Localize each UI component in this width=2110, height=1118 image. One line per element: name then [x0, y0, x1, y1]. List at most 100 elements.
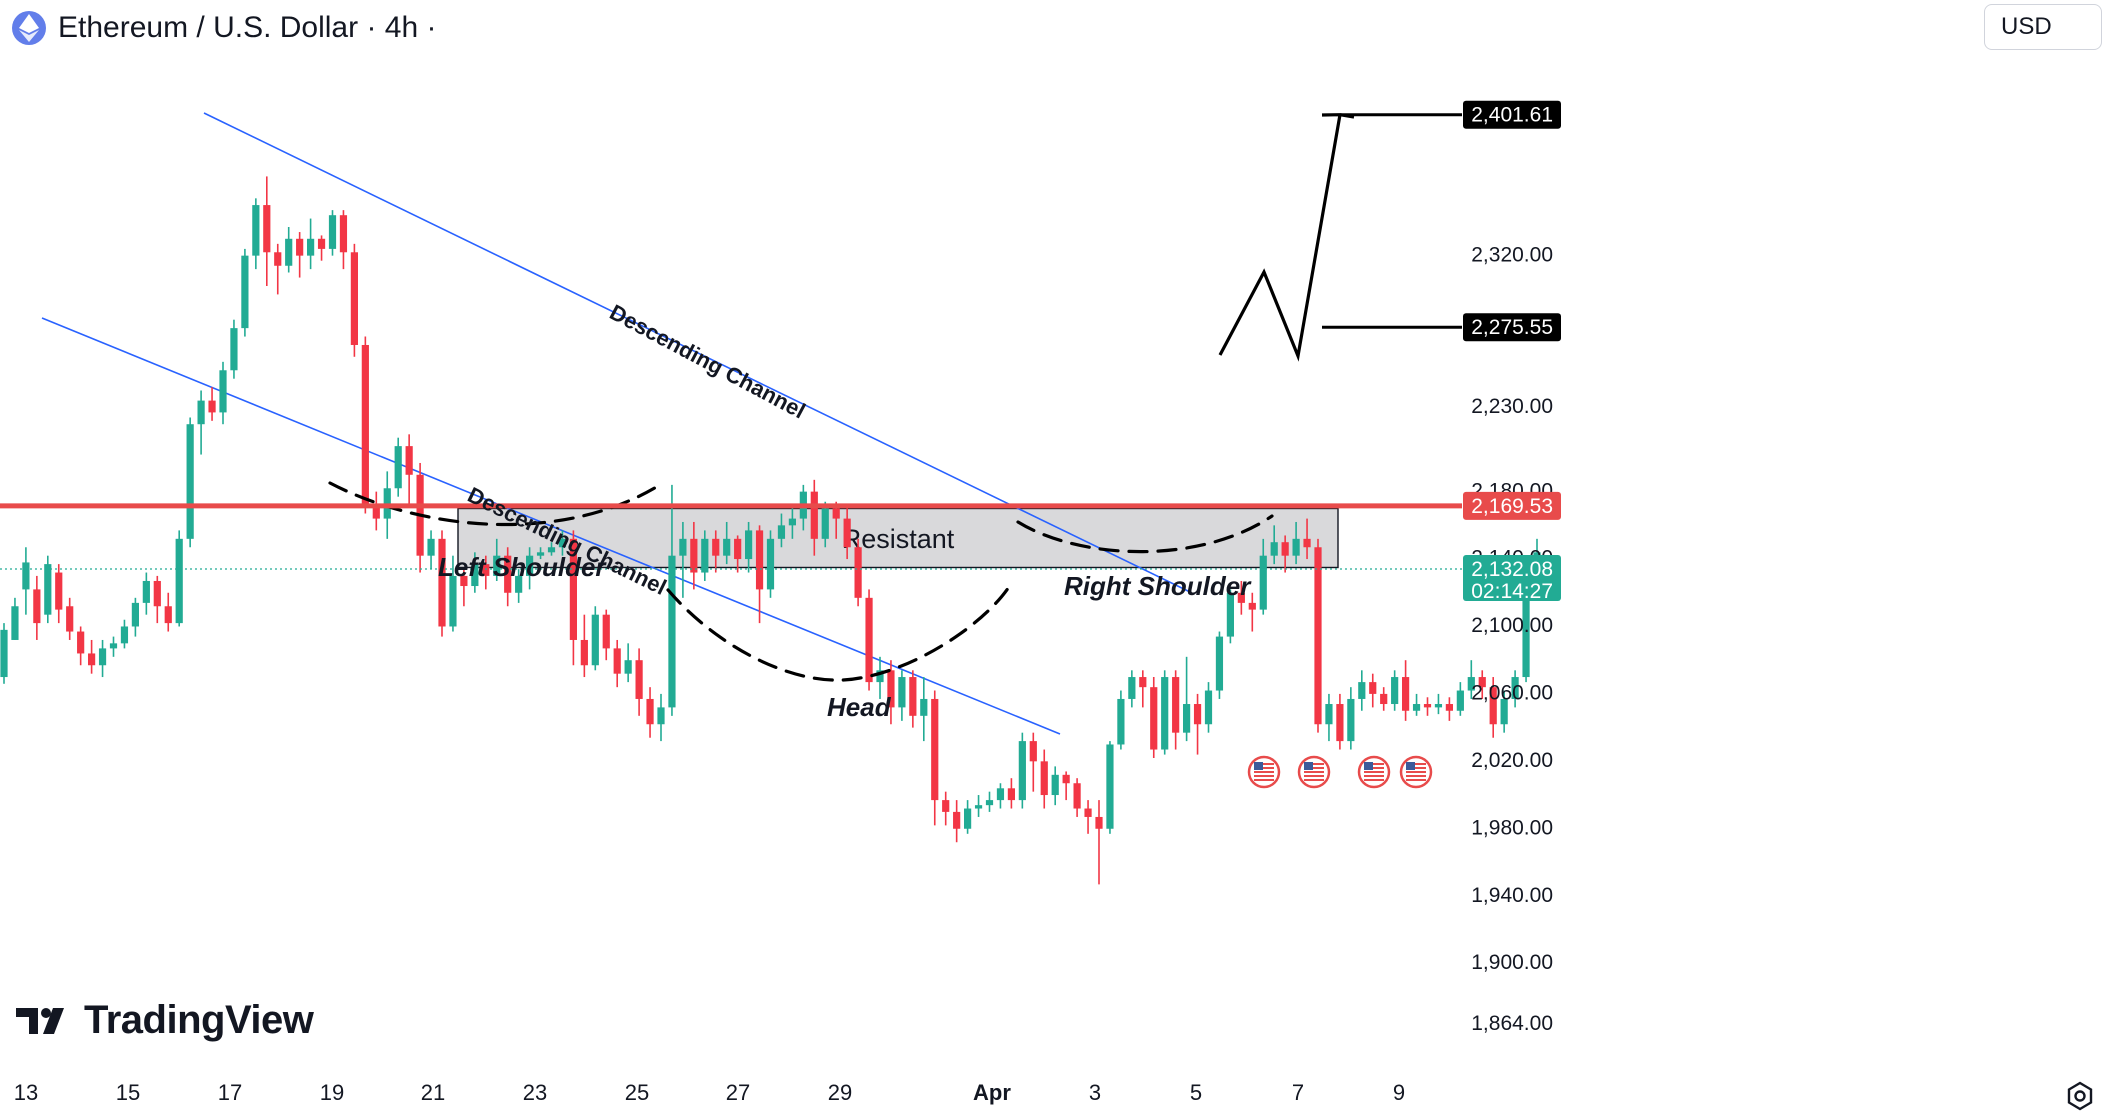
candle-body — [11, 606, 19, 640]
candle-body — [569, 538, 577, 640]
candle-body — [558, 538, 567, 548]
resistance-badge-text: 2,169.53 — [1471, 495, 1553, 518]
candle-body — [536, 552, 545, 556]
candle — [996, 783, 1005, 809]
candle-body — [1183, 704, 1191, 733]
candle-body — [1314, 547, 1322, 725]
candle — [22, 547, 30, 615]
candle — [1314, 538, 1322, 733]
candle-body — [1325, 704, 1333, 725]
candle — [317, 235, 326, 261]
candle-body — [996, 788, 1005, 801]
x-axis-tick: 23 — [523, 1080, 547, 1105]
us-flag-icon[interactable] — [1247, 755, 1281, 789]
candle — [438, 530, 446, 637]
candle-body — [1248, 602, 1256, 610]
candle — [252, 198, 260, 270]
us-flag-icon[interactable] — [1357, 755, 1391, 789]
candle-body — [1051, 774, 1059, 796]
candle — [1402, 660, 1410, 721]
candle — [1358, 670, 1366, 711]
candle-body — [821, 508, 829, 539]
candle — [1325, 693, 1333, 742]
candle — [1511, 670, 1519, 708]
candle-body — [482, 564, 490, 576]
candle-body — [504, 555, 512, 593]
candle-body — [197, 400, 205, 425]
candle — [88, 639, 96, 674]
candle-body — [1347, 698, 1355, 742]
candle — [876, 656, 884, 699]
candle — [1412, 693, 1421, 716]
head-arc — [666, 580, 1014, 682]
candle — [657, 693, 665, 742]
candle-body — [1193, 704, 1202, 725]
candle — [558, 530, 567, 556]
candle-body — [1369, 682, 1377, 694]
currency-selector[interactable]: USD — [1984, 4, 2102, 50]
candle — [1292, 521, 1300, 565]
candle — [449, 555, 457, 632]
candle-body — [164, 606, 172, 624]
y-axis-tick: 2,230.00 — [1471, 395, 1553, 418]
candle-body — [898, 677, 906, 708]
candle-body — [1204, 690, 1213, 725]
candle-body — [175, 538, 183, 624]
candle — [361, 336, 369, 514]
candle — [1467, 660, 1475, 699]
candle-body — [1259, 555, 1267, 610]
candle-body — [186, 424, 194, 539]
x-axis-tick: 29 — [828, 1080, 852, 1105]
candle — [131, 597, 139, 637]
candle-body — [361, 344, 369, 506]
candle-body — [810, 491, 818, 539]
candle-body — [1478, 677, 1486, 688]
candle-body — [350, 252, 358, 345]
candle — [1270, 525, 1278, 565]
candle-body — [263, 205, 271, 253]
channel-upper-line — [203, 112, 1191, 593]
candle-body — [1040, 761, 1048, 796]
candle-body — [1007, 788, 1015, 801]
candle — [164, 592, 172, 632]
x-axis-tick: 27 — [726, 1080, 750, 1105]
candle — [953, 800, 961, 843]
candle — [635, 648, 643, 716]
candle-body — [427, 538, 435, 556]
candle — [1183, 656, 1191, 742]
candle-body — [865, 597, 873, 683]
candle-body — [33, 589, 41, 624]
candle-body — [668, 555, 676, 708]
candle-body — [274, 252, 282, 266]
projection-path — [1218, 114, 1342, 362]
candle-body — [1084, 808, 1092, 817]
candle-body — [755, 530, 764, 590]
target-1-badge-text: 2,275.55 — [1471, 316, 1553, 339]
candle-body — [372, 505, 380, 519]
settings-gear-icon[interactable] — [2064, 1080, 2096, 1112]
candle — [1193, 693, 1202, 755]
candle-body — [22, 562, 30, 590]
candle — [1434, 693, 1443, 715]
candle — [482, 555, 490, 590]
us-flag-icon[interactable] — [1297, 755, 1331, 789]
candle-body — [219, 370, 227, 413]
candle-body — [1062, 774, 1070, 784]
candle — [624, 643, 632, 683]
candle-body — [843, 518, 851, 548]
candle — [394, 437, 402, 497]
candle-body — [1117, 698, 1125, 745]
candle — [1018, 732, 1026, 809]
candle — [788, 505, 796, 539]
candle — [208, 387, 216, 421]
candle — [296, 232, 304, 278]
candle-body — [120, 626, 129, 644]
candle — [33, 575, 41, 640]
candle — [1237, 580, 1245, 615]
candle-body — [307, 238, 315, 256]
current-price-badge-timer: 02:14:27 — [1471, 580, 1553, 603]
candle-body — [1402, 677, 1410, 711]
candle — [1226, 589, 1234, 644]
us-flag-icon[interactable] — [1399, 755, 1433, 789]
